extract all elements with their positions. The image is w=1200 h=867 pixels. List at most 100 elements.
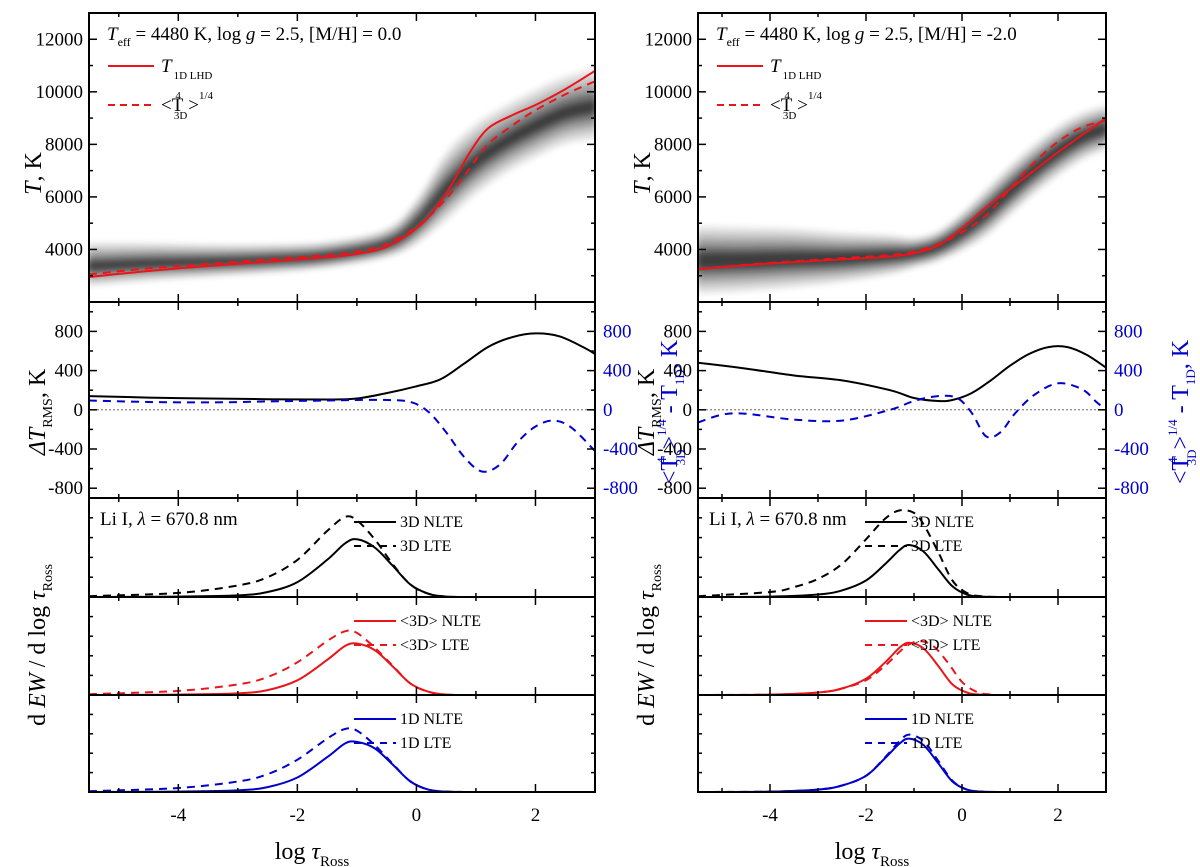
y-ew-d: d [25,708,51,726]
x-title-subscript: Ross [880,854,909,867]
line-annotation: Li I, λ = 670.8 nm [709,509,847,530]
y-tick-label: 12000 [645,29,693,50]
y-ew-sub: Ross [41,564,56,591]
y-right-sub-1d: 1D [672,369,687,385]
logg-symbol: g [855,24,865,45]
x-tick-label: -2 [858,805,874,826]
y-tick-label: -800 [48,478,83,499]
y-tick-label: 8000 [45,134,83,155]
line-annotation: Li I, λ = 670.8 nm [100,509,238,530]
y-ew-mid: / d log [634,600,660,673]
legend-label: 1D LTE [400,735,451,752]
axes-frame [697,301,1107,499]
y-right-minus-t: - T [657,385,683,420]
x-title-tau: τ [871,839,881,865]
legend-label: 1D NLTE [400,711,463,728]
legend-label-t3d: <T4 3D>1/4 [161,90,214,122]
legend-superscript-quarter: 1/4 [808,90,823,102]
y-tick-label: 400 [664,361,693,382]
logg-symbol: g [246,24,256,45]
y-axis-title-delta-t: ΔTRMS, K [634,368,665,456]
y-tick-label: 800 [664,321,693,342]
subplot-contrib-1d: 1D NLTE 1D LTE [697,694,1107,793]
series-line-1d-lte [89,727,595,792]
x-tick-label: -4 [762,805,778,826]
y-right-unit: , K [1168,339,1194,369]
y-axis-title-contribution: d EW / d log τRoss [634,564,665,726]
legend-superscript: 4 [175,90,181,102]
x-axis-title: log τRoss [835,839,910,867]
legend: T 1D LHD <T4 3D>1/4 [717,56,823,122]
y-axis-title-right: <T4 3D>1/4 - T1D, K [654,339,688,484]
legend-label: <3D> NLTE [911,613,992,630]
y-right-tick-label: -800 [603,478,638,499]
annotation-lambda: λ [745,509,754,530]
legend-label-t3d: <T4 3D>1/4 [770,90,823,122]
y-title-delta-t: ΔT [634,426,660,456]
subplot-contrib-mean3d: <3D> NLTE <3D> LTE [697,596,1107,696]
model-parameters-annotation: Teff = 4480 K, log g = 2.5, [M/H] = 0.0 [107,24,401,49]
x-title-log: log [275,839,312,865]
legend-superscript: 4 [784,90,790,102]
y-right-bracket-close: > [1168,436,1194,450]
series-line-3d-lte [698,640,1106,695]
legend-bracket: <T [161,95,184,116]
y-right-sup-quarter: 1/4 [654,419,669,436]
legend-t-subscript: 1D LHD [174,70,213,82]
axes-frame [88,694,596,793]
subplot-delta-t: -800 -800 -400 -400 0 0 400 400 800 800 [657,301,1149,499]
legend-label: 3D NLTE [400,514,463,531]
y-tick-label: 4000 [654,239,692,260]
y-axis-title-temperature: T, K [630,151,656,194]
y-title-unit: , K [630,151,656,181]
subplot-temperature: 4000 6000 8000 10000 12000 Teff = 4480 K, log… [36,12,596,303]
x-tick-label: 0 [957,805,967,826]
y-tick-label: 400 [55,361,84,382]
x-tick-label: 2 [531,805,541,826]
legend-subscript: 3D [783,110,797,122]
density-band-layer-3 [89,92,595,274]
y-tick-label: 10000 [36,82,84,103]
y-axis-title-right: <T4 3D>1/4 - T1D, K [1165,339,1199,484]
y-right-tick-label: 400 [603,361,632,382]
y-right-sub: 3D [1184,450,1199,466]
y-right-bracket: <T [657,456,683,485]
legend-bracket-close: > [188,95,199,116]
y-right-unit: , K [657,339,683,369]
density-band-layer-4 [698,122,1106,269]
y-ew-tau: τ [25,590,51,600]
subplot-contrib-1d: 1D NLTE 1D LTE [88,694,596,793]
legend-label-t1d: T 1D LHD [770,56,821,82]
y-title-delta-t: ΔT [25,426,51,456]
y-tick-label: -800 [657,478,692,499]
y-tick-label: 0 [683,400,693,421]
series-line-3d-lte [698,509,1106,597]
legend-t-subscript: 1D LHD [783,70,822,82]
legend-label: 3D LTE [911,538,962,555]
y-right-tick-label: 0 [1114,400,1124,421]
y-ew-ew: EW [25,671,51,709]
series-line-t-4-3d-1-4-t-1d [89,398,595,473]
y-right-tick-label: 800 [603,321,632,342]
model-parameters-values: = 4480 K, log [740,24,855,45]
series-line-t-4-3d-1-4-t-1d [698,382,1106,439]
y-right-bracket: <T [1168,456,1194,485]
y-right-tick-label: -400 [1114,439,1149,460]
y-title-unit: , K [21,151,47,181]
legend: <3D> NLTE <3D> LTE [865,613,992,654]
series-line-3d-lte [89,515,595,597]
x-title-tau: τ [311,839,321,865]
legend: 1D NLTE 1D LTE [865,711,974,752]
y-right-tick-label: 400 [1114,361,1143,382]
y-tick-label: 4000 [45,239,83,260]
legend-label: <3D> NLTE [400,613,481,630]
series-line-1d-lte [698,733,1106,792]
legend-label-t1d: T 1D LHD [161,56,212,82]
x-tick-label: -4 [170,805,186,826]
x-axis-title: log τRoss [275,839,350,867]
legend: T 1D LHD <T4 3D>1/4 [108,56,214,122]
plot-area [698,733,1106,792]
annotation-species: Li I, [100,509,137,530]
x-tick-label: -2 [289,805,305,826]
